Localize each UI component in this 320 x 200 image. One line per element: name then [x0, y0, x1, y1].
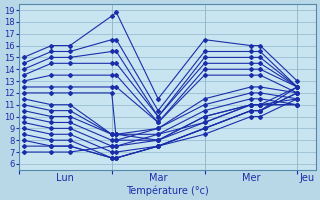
X-axis label: Température (°c): Température (°c)	[126, 185, 209, 196]
